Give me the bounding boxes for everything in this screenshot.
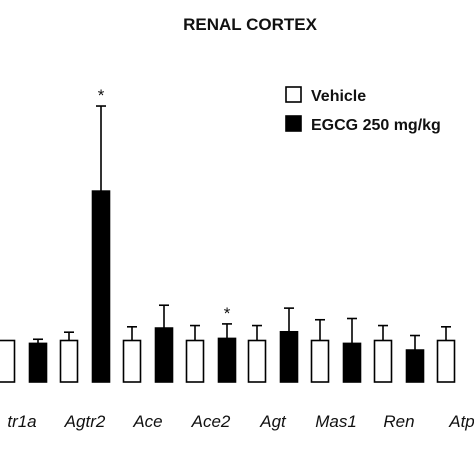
bar-egcg-mas1	[342, 342, 362, 383]
bar-vehicle-agtr2	[59, 339, 79, 383]
bar-vehicle-agtr1a	[0, 339, 16, 383]
category-label-ace: Ace	[132, 412, 162, 431]
significance-marker-ace2: *	[224, 304, 231, 323]
category-label-agtr1a: tr1a	[7, 412, 36, 431]
category-label-agtr2: Agtr2	[64, 412, 106, 431]
bar-vehicle-atp6ap2	[436, 339, 456, 383]
legend-swatch-egcg	[285, 115, 302, 132]
legend-label-vehicle: Vehicle	[311, 88, 366, 105]
category-label-mas1: Mas1	[315, 412, 357, 431]
category-label-agt: Agt	[259, 412, 287, 431]
bar-egcg-agtr2	[91, 190, 111, 383]
category-labels: tr1a Agtr2 Ace Ace2 Agt Mas1 Ren Atp	[7, 412, 474, 431]
bar-egcg-ace	[154, 327, 174, 383]
bar-egcg-agt	[279, 330, 299, 383]
legend: Vehicle EGCG 250 mg/kg	[285, 86, 441, 134]
bar-vehicle-mas1	[310, 339, 330, 383]
bar-vehicle-ace2	[185, 339, 205, 383]
bar-egcg-ace2	[217, 337, 237, 383]
legend-label-egcg: EGCG 250 mg/kg	[311, 117, 441, 134]
chart-title: RENAL CORTEX	[183, 15, 317, 34]
bar-vehicle-ace	[122, 339, 142, 383]
bar-egcg-ren	[405, 349, 425, 383]
significance-marker-agtr2: *	[98, 86, 105, 105]
legend-swatch-vehicle	[285, 86, 302, 103]
bar-egcg-agtr1a	[28, 342, 48, 383]
category-label-ren: Ren	[383, 412, 414, 431]
bar-vehicle-ren	[373, 339, 393, 383]
category-label-atp6ap2: Atp	[448, 412, 474, 431]
bar-vehicle-agt	[247, 339, 267, 383]
category-label-ace2: Ace2	[191, 412, 231, 431]
bars-layer: **	[0, 86, 456, 383]
